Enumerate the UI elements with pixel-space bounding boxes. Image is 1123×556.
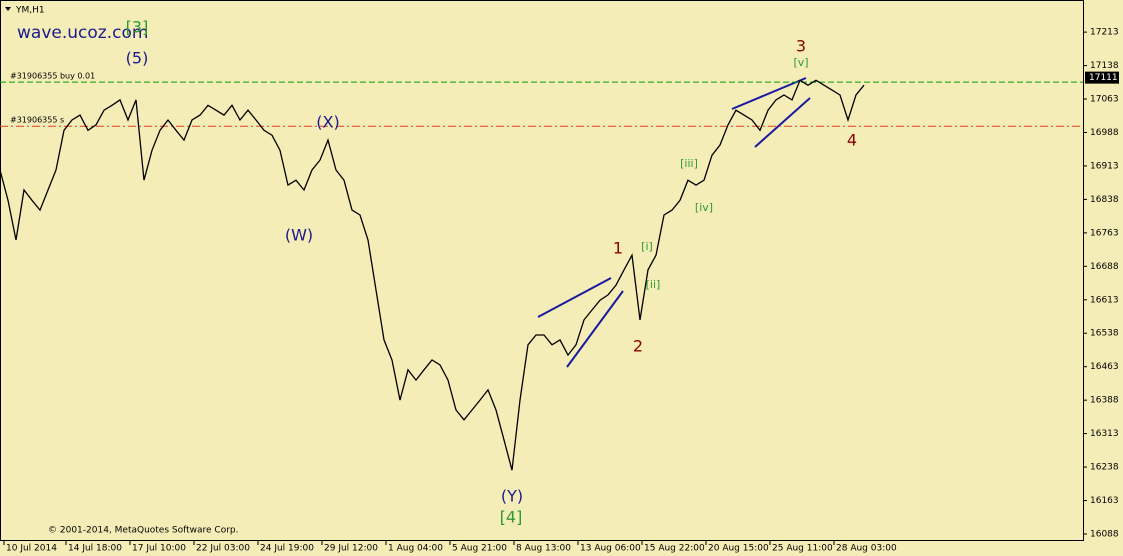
x-tick-label: 28 Aug 03:00 (836, 544, 897, 554)
x-tick-label: 1 Aug 04:00 (388, 544, 443, 554)
y-tick-label: 16163 (1090, 496, 1119, 506)
wave-label: (5) (126, 49, 149, 68)
wave-label: [i] (641, 240, 653, 253)
x-tick-label: 29 Jul 12:00 (324, 544, 378, 554)
x-tick-label: 24 Jul 19:00 (260, 544, 314, 554)
y-tick-label: 16913 (1090, 161, 1119, 171)
x-tick-label: 8 Aug 13:00 (516, 544, 571, 554)
copyright: © 2001-2014, MetaQuotes Software Corp. (48, 526, 239, 536)
menu-arrow (5, 7, 11, 11)
x-tick-label: 13 Aug 06:00 (580, 544, 641, 554)
y-tick-label: 16838 (1090, 195, 1119, 205)
y-tick-label: 16088 (1090, 529, 1119, 539)
wave-label: (X) (316, 113, 339, 132)
x-tick-label: 15 Aug 22:00 (644, 544, 705, 554)
y-tick-label: 17138 (1090, 61, 1119, 71)
wave-label: 4 (847, 131, 857, 150)
x-tick-label: 25 Aug 11:00 (772, 544, 833, 554)
wave-label: [iv] (695, 201, 713, 214)
trendlines (537, 77, 811, 368)
wave-label: [iii] (680, 157, 698, 170)
wave-label: 3 (796, 37, 806, 56)
y-tick-label: 16763 (1090, 228, 1119, 238)
y-tick-label: 16313 (1090, 429, 1119, 439)
y-tick-label: 16988 (1090, 128, 1119, 138)
x-tick-label: 20 Aug 15:00 (708, 544, 769, 554)
y-tick-label: 16688 (1090, 262, 1119, 272)
x-tick-label: 5 Aug 21:00 (452, 544, 507, 554)
wave-label: (W) (285, 226, 313, 245)
plot-frame (0, 0, 1084, 541)
wave-label: [4] (500, 508, 523, 527)
price-line (0, 79, 865, 471)
watermark: wave.ucoz.com (17, 23, 148, 43)
y-tick-label: 16388 (1090, 396, 1119, 406)
x-tick-label: 14 Jul 18:00 (68, 544, 122, 554)
order-label: #31906355 s (10, 116, 64, 125)
trendline (537, 277, 612, 318)
x-tick-label: 10 Jul 2014 (6, 544, 57, 554)
last-price-label: 17111 (1089, 73, 1118, 83)
y-tick-label: 17213 (1090, 28, 1119, 38)
order-label: #31906355 buy 0.01 (10, 72, 95, 81)
trendline (566, 290, 624, 368)
y-tick-label: 16463 (1090, 362, 1119, 372)
y-tick-label: 16538 (1090, 329, 1119, 339)
wave-label: [3] (126, 18, 149, 37)
wave-label: [v] (793, 56, 808, 69)
y-tick-label: 17063 (1090, 95, 1119, 105)
y-tick-label: 16613 (1090, 295, 1119, 305)
trendline (731, 77, 807, 110)
wave-label: [ii] (646, 278, 661, 291)
wave-label: (Y) (501, 487, 523, 506)
wave-label: 2 (633, 337, 643, 356)
last-price-box (1085, 71, 1119, 84)
wave-label: 1 (613, 239, 623, 258)
trendline (754, 97, 811, 148)
y-tick-label: 16238 (1090, 463, 1119, 473)
chart-title: YM,H1 (15, 6, 45, 16)
x-tick-label: 17 Jul 10:00 (132, 544, 186, 554)
x-tick-label: 22 Jul 03:00 (196, 544, 250, 554)
